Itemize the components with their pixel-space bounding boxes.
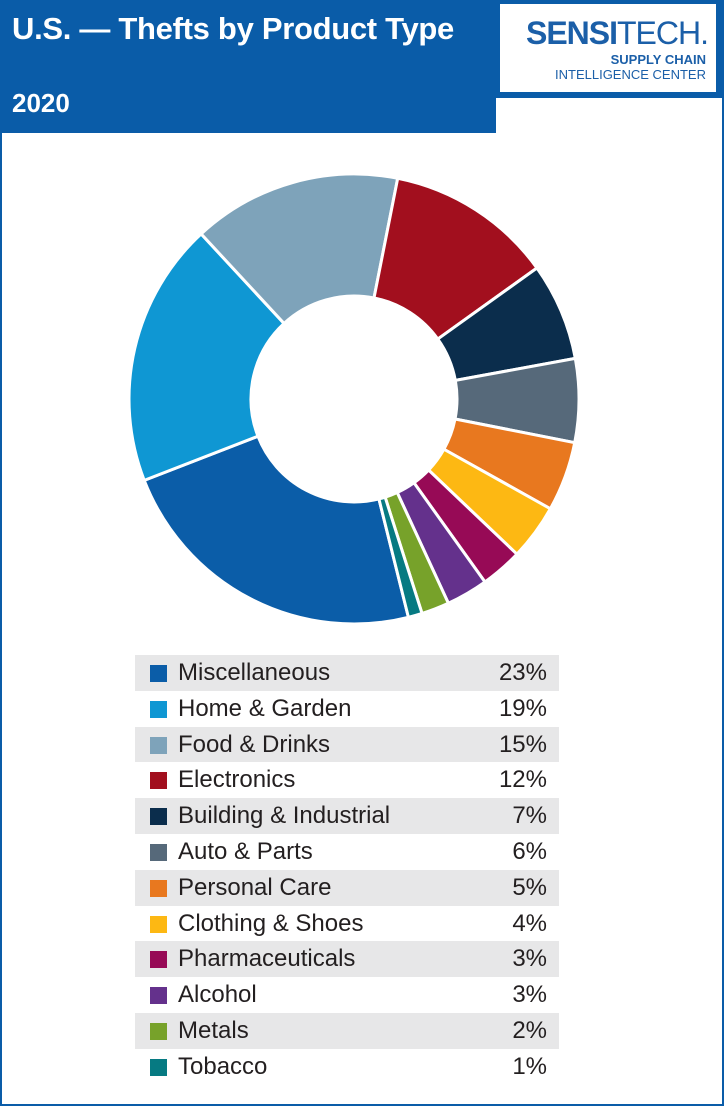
- legend-value: 1%: [512, 1052, 547, 1080]
- legend-swatch: [150, 772, 167, 790]
- donut-slice-food-drinks: [199, 172, 400, 326]
- logo-wordmark-bold: SENSI: [525, 15, 618, 51]
- logo-wordmark: SENSITECH.: [525, 15, 709, 51]
- logo-subline-1: SUPPLY CHAIN: [610, 52, 706, 67]
- legend-swatch: [150, 1058, 167, 1076]
- legend-label: Auto & Parts: [178, 837, 313, 865]
- chart-subtitle-year: 2020: [12, 88, 70, 118]
- legend-value: 5%: [512, 873, 547, 901]
- legend-value: 6%: [512, 837, 547, 865]
- legend-label: Alcohol: [178, 981, 257, 1009]
- legend-row-auto-parts: Auto & Parts 6%: [135, 834, 559, 870]
- legend-value: 23%: [498, 659, 547, 686]
- legend-value: 19%: [498, 694, 547, 722]
- legend-swatch: [150, 843, 167, 861]
- legend-row-alcohol: Alcohol 3%: [135, 977, 559, 1013]
- legend-label: Electronics: [178, 766, 296, 794]
- donut-slice-home-garden: [127, 231, 287, 483]
- donut-slice-tobacco: [377, 495, 424, 620]
- legend-swatch: [150, 700, 167, 718]
- legend-value: 2%: [512, 1016, 547, 1044]
- logo-wordmark-regular: TECH.: [617, 15, 709, 51]
- legend-row-metals: Metals 2%: [135, 1012, 559, 1049]
- legend-value: 15%: [498, 730, 547, 758]
- legend-swatch: [150, 736, 167, 754]
- legend-label: Miscellaneous: [178, 659, 331, 686]
- legend-label: Clothing & Shoes: [178, 909, 364, 937]
- legend-swatch: [150, 987, 167, 1005]
- legend-value: 7%: [512, 802, 547, 830]
- logo-panel: SENSITECH. SUPPLY CHAIN INTELLIGENCE CEN…: [500, 4, 716, 92]
- legend-label: Building & Industrial: [178, 802, 391, 830]
- legend-swatch: [150, 1022, 167, 1040]
- donut-slice-miscellaneous: [142, 434, 411, 626]
- legend-swatch: [150, 665, 167, 682]
- chart-title: U.S. — Thefts by Product Type: [12, 11, 454, 46]
- legend-swatch: [150, 951, 167, 969]
- legend-row-miscellaneous: Miscellaneous 23%: [135, 655, 559, 691]
- legend-label: Tobacco: [178, 1052, 268, 1080]
- legend-row-pharmaceuticals: Pharmaceuticals 3%: [135, 941, 559, 978]
- legend-label: Pharmaceuticals: [178, 945, 356, 973]
- legend-row-tobacco: Tobacco 1%: [135, 1049, 559, 1085]
- legend-row-clothing-shoes: Clothing & Shoes 4%: [135, 906, 559, 942]
- legend-swatch: [150, 879, 167, 897]
- sensitech-logo: SENSITECH. SUPPLY CHAIN INTELLIGENCE CEN…: [496, 0, 724, 98]
- legend-value: 3%: [512, 945, 547, 973]
- logo-subline-2: INTELLIGENCE CENTER: [555, 67, 706, 82]
- legend-label: Home & Garden: [178, 694, 352, 722]
- legend-row-electronics: Electronics 12%: [135, 762, 559, 798]
- legend-value: 12%: [498, 766, 547, 794]
- legend-table: Miscellaneous 23% Home & Garden 19% Food & D…: [135, 655, 559, 1085]
- legend-row-building-industrial: Building & Industrial 7%: [135, 798, 559, 834]
- legend-value: 3%: [512, 981, 547, 1009]
- legend-swatch: [150, 915, 167, 933]
- legend-label: Metals: [178, 1016, 249, 1044]
- title-banner: U.S. — Thefts by Product Type 2020: [0, 0, 496, 133]
- legend-label: Personal Care: [178, 873, 332, 901]
- legend-label: Food & Drinks: [178, 730, 331, 758]
- legend-swatch: [150, 808, 167, 826]
- donut-chart: [127, 172, 581, 626]
- legend-row-food-drinks: Food & Drinks 15%: [135, 726, 559, 763]
- legend-row-home-garden: Home & Garden 19%: [135, 691, 559, 727]
- legend-row-personal-care: Personal Care 5%: [135, 869, 559, 906]
- legend-value: 4%: [512, 909, 547, 937]
